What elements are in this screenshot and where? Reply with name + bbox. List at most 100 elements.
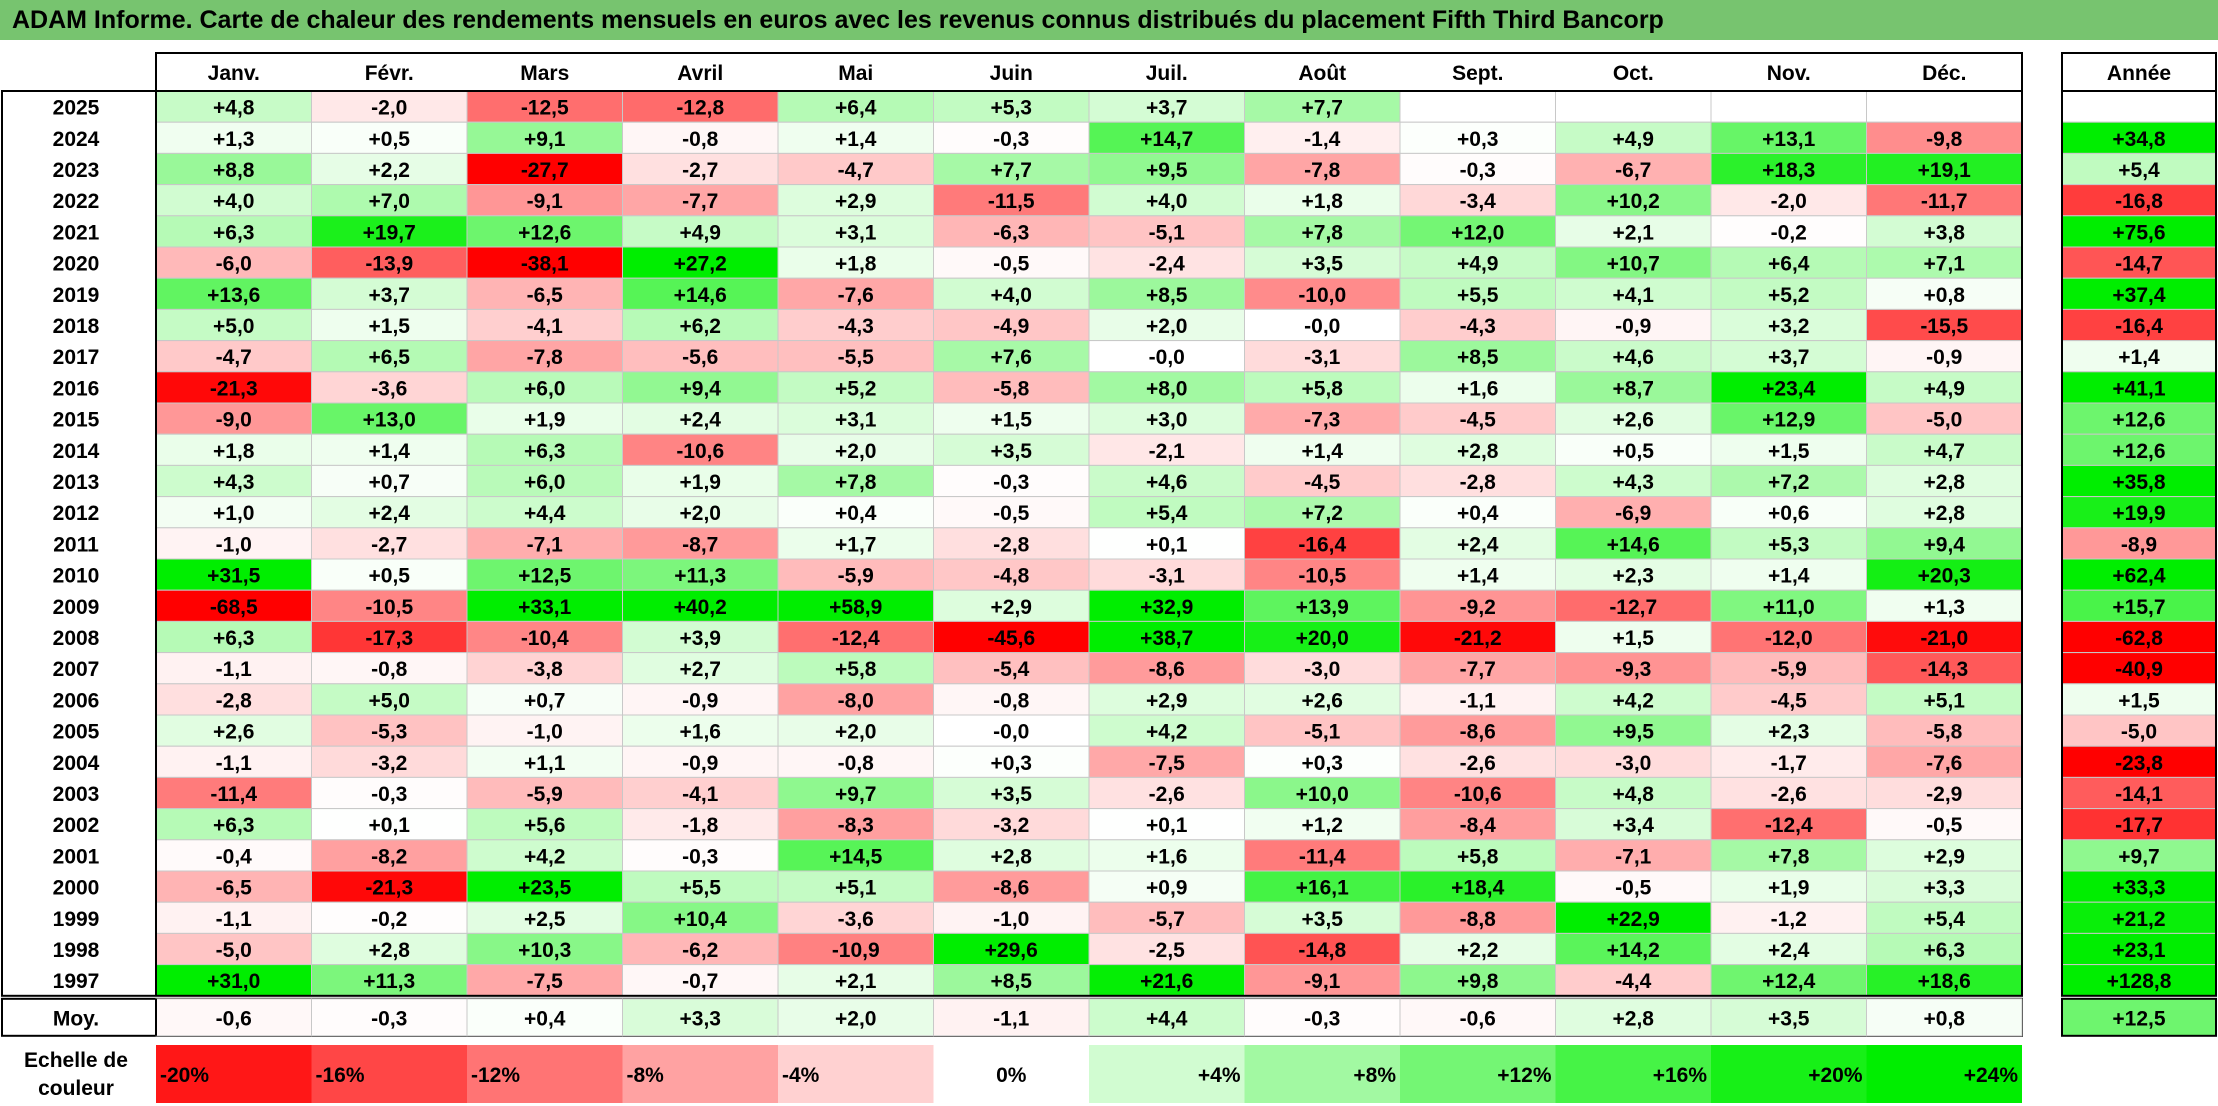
cell-label: -11,5	[988, 190, 1035, 213]
color-scale-swatch	[467, 1045, 623, 1103]
heat-cell	[1088, 839, 1245, 872]
annual-label: +12,6	[2112, 440, 2165, 463]
cell-label: +1,6	[1146, 845, 1187, 868]
cell-label: -9,1	[1304, 970, 1341, 993]
heat-cell	[1088, 184, 1245, 217]
heat-cell	[1088, 277, 1245, 310]
cell-label: -3,1	[1149, 565, 1186, 588]
heat-cell	[933, 620, 1090, 654]
heat-cell	[1866, 246, 2023, 279]
cell-label: -1,2	[1771, 908, 1807, 931]
cell-label: -8,4	[1460, 814, 1497, 837]
heat-cell	[777, 184, 934, 217]
cell-label: -10,5	[365, 596, 413, 619]
heat-cell	[1088, 152, 1245, 186]
annual-label: +1,4	[2118, 346, 2160, 369]
cell-label: +2,9	[991, 596, 1032, 619]
cell-label: +0,5	[369, 565, 411, 588]
cell-label: +2,6	[1302, 689, 1343, 712]
annual-label: +34,8	[2112, 128, 2165, 151]
cell-label: -12,5	[521, 97, 569, 120]
heat-cell	[1088, 808, 1245, 841]
cell-label: -10,9	[832, 939, 880, 962]
cell-label: -5,1	[1149, 221, 1186, 244]
cell-label: +4,3	[213, 471, 254, 494]
heat-cell	[1244, 964, 1401, 997]
heat-cell	[1088, 901, 1245, 934]
cell-label: +0,5	[369, 128, 411, 151]
annual-frame	[2061, 90, 2217, 997]
heat-cell	[155, 496, 312, 529]
cell-label: -1,0	[993, 908, 1029, 931]
annual-cell	[2061, 496, 2217, 529]
heat-cell	[622, 433, 779, 466]
cell-label: -0,2	[371, 908, 407, 931]
cell-label: -7,3	[1304, 409, 1340, 432]
average-cell	[1555, 998, 1712, 1037]
cell-label: +7,7	[1302, 97, 1343, 120]
heat-cell	[1244, 464, 1401, 498]
heat-cell	[1710, 121, 1867, 154]
heat-cell	[466, 433, 623, 466]
heat-cell	[1710, 308, 1867, 342]
cell-label: +7,8	[835, 471, 877, 494]
cell-label: +1,4	[1457, 565, 1499, 588]
cell-label: +9,5	[1613, 721, 1655, 744]
cell-label: +6,0	[524, 471, 565, 494]
year-label: 2001	[53, 845, 100, 868]
cell-label: -3,0	[1304, 658, 1340, 681]
cell-label: +0,4	[1457, 502, 1499, 525]
heat-cell	[1555, 870, 1712, 903]
heat-cell	[1710, 246, 1867, 279]
heat-cell	[622, 589, 779, 622]
cell-label: +6,3	[213, 627, 254, 650]
heat-cell	[1866, 402, 2023, 435]
cell-label: +5,1	[835, 877, 877, 900]
annual-cell	[2061, 932, 2217, 966]
heat-cell	[1088, 371, 1245, 404]
cell-label: -0,0	[1149, 346, 1185, 369]
heat-cell	[1710, 215, 1867, 248]
cell-label: -7,6	[838, 284, 874, 307]
heat-cell	[622, 277, 779, 310]
heat-cell	[1555, 90, 1712, 123]
cell-label: +1,4	[1302, 440, 1344, 463]
cell-label: +0,5	[1613, 440, 1655, 463]
heat-cell	[933, 839, 1090, 872]
annual-label: +128,8	[2107, 970, 2172, 993]
heat-cell	[1088, 714, 1245, 747]
cell-label: +10,4	[674, 908, 727, 931]
annual-cell	[2061, 90, 2217, 123]
color-scale-caption-line2: couleur	[38, 1077, 114, 1100]
cell-label: +2,8	[991, 845, 1033, 868]
heat-cell	[466, 589, 623, 622]
month-header: Févr.	[365, 62, 414, 85]
cell-label: +5,4	[1146, 502, 1188, 525]
cell-label: +31,0	[207, 970, 260, 993]
heat-cell	[622, 340, 779, 373]
cell-label: +1,4	[1768, 565, 1810, 588]
average-cell	[933, 998, 1090, 1037]
annual-cell	[2061, 527, 2217, 560]
cell-label: +0,3	[1302, 752, 1343, 775]
heat-cell	[777, 215, 934, 248]
cell-label: +29,6	[985, 939, 1038, 962]
heat-cell	[1866, 589, 2023, 622]
cell-label: -12,8	[676, 97, 724, 120]
heat-cell	[622, 808, 779, 841]
cell-label: +5,4	[1924, 908, 1966, 931]
cell-label: +2,6	[1613, 409, 1654, 432]
cell-label: +3,8	[1924, 221, 1966, 244]
cell-label: +6,0	[524, 377, 565, 400]
annual-label: -17,7	[2115, 814, 2163, 837]
heat-cell	[311, 371, 468, 404]
cell-label: +2,2	[1457, 939, 1498, 962]
heat-cell	[933, 371, 1090, 404]
cell-label: -0,9	[1926, 346, 1962, 369]
cell-label: -3,6	[838, 908, 874, 931]
year-label: 2020	[53, 253, 100, 276]
heat-cell	[622, 620, 779, 654]
year-label: 2021	[53, 221, 100, 244]
cell-label: -10,6	[676, 440, 724, 463]
heat-cell	[1555, 277, 1712, 310]
